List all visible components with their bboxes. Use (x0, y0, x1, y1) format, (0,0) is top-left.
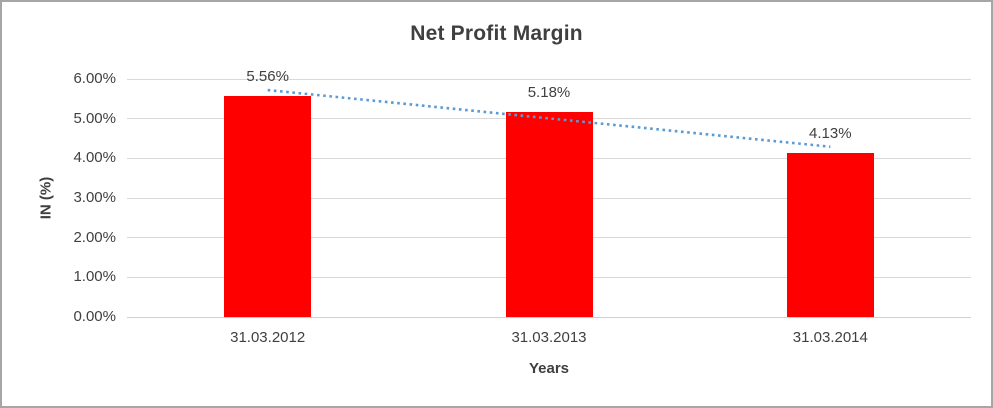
bar (505, 111, 593, 317)
y-tick-label: 2.00% (73, 228, 116, 246)
y-tick-label: 5.00% (73, 109, 116, 127)
bar (224, 96, 312, 317)
y-tick-label: 1.00% (73, 268, 116, 286)
plot-area: 5.56% 5.18% 4.13% (127, 68, 971, 318)
chart-title: Net Profit Margin (410, 22, 583, 45)
bar-value-label: 5.18% (527, 83, 571, 101)
bar-value-label: 5.56% (246, 68, 289, 86)
y-tick-label: 4.00% (73, 149, 116, 167)
bar-value-label: 4.13% (809, 125, 852, 143)
bar (786, 153, 874, 317)
x-tick-label: 31.03.2013 (511, 329, 587, 346)
gridline (127, 78, 971, 80)
x-tick-label: 31.03.2012 (230, 329, 306, 346)
x-axis-title: Years (528, 360, 570, 377)
y-tick-label: 3.00% (73, 189, 116, 206)
y-tick-label: 6.00% (73, 70, 116, 87)
x-tick-label: 31.03.2014 (792, 329, 868, 346)
x-axis-line (127, 316, 971, 318)
trendline (267, 88, 831, 149)
y-tick-label: 0.00% (73, 308, 116, 325)
